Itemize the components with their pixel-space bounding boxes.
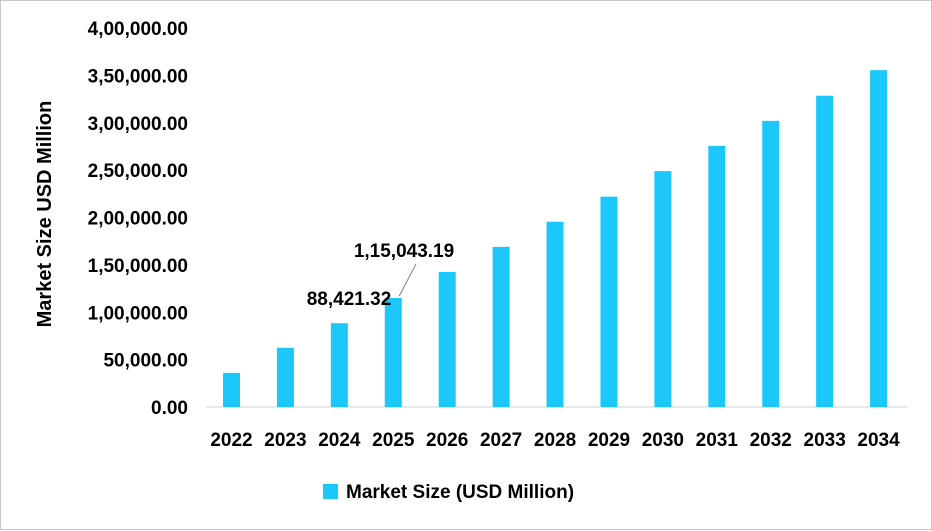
bar-2027 xyxy=(492,246,510,407)
x-tick-label: 2033 xyxy=(804,430,846,451)
y-axis-title: Market Size USD Million xyxy=(34,101,56,328)
x-tick-label: 2031 xyxy=(696,430,739,451)
x-tick-label: 2034 xyxy=(857,430,900,451)
bar-2025 xyxy=(384,297,402,407)
bar-2033 xyxy=(816,95,834,407)
data-label-2024: 88,421.32 xyxy=(307,289,392,310)
bar-2028 xyxy=(546,221,564,407)
y-tick-label: 50,000.00 xyxy=(103,351,188,372)
x-tick-label: 2027 xyxy=(480,430,522,451)
bar-2032 xyxy=(762,120,780,407)
bar-2026 xyxy=(438,271,456,407)
legend-swatch xyxy=(323,484,338,499)
legend-label: Market Size (USD Million) xyxy=(346,482,574,503)
y-tick-label: 3,00,000.00 xyxy=(88,114,188,135)
bar-2029 xyxy=(600,196,618,407)
y-tick-label: 4,00,000.00 xyxy=(88,19,188,40)
bar-2022 xyxy=(223,372,240,407)
bar-2034 xyxy=(870,70,888,407)
y-tick-label: 3,50,000.00 xyxy=(88,66,188,87)
y-tick-label: 1,00,000.00 xyxy=(88,303,188,324)
y-tick-label: 1,50,000.00 xyxy=(88,256,188,277)
x-tick-label: 2028 xyxy=(534,430,576,451)
x-tick-label: 2032 xyxy=(750,430,792,451)
data-label-leader-line xyxy=(398,263,417,297)
bar-2031 xyxy=(708,145,726,407)
bar-2023 xyxy=(276,347,294,407)
bar-2030 xyxy=(654,171,672,407)
y-tick-label: 2,50,000.00 xyxy=(88,161,188,182)
x-tick-label: 2030 xyxy=(642,430,684,451)
data-label-2025: 1,15,043.19 xyxy=(354,241,454,262)
x-tick-label: 2029 xyxy=(588,430,630,451)
x-tick-label: 2022 xyxy=(210,430,252,451)
x-tick-label: 2024 xyxy=(318,430,361,451)
bar-2024 xyxy=(330,323,348,407)
x-tick-label: 2023 xyxy=(264,430,306,451)
x-tick-label: 2025 xyxy=(372,430,415,451)
y-tick-label: 0.00 xyxy=(151,398,188,419)
y-tick-label: 2,00,000.00 xyxy=(88,209,188,230)
x-tick-label: 2026 xyxy=(426,430,468,451)
